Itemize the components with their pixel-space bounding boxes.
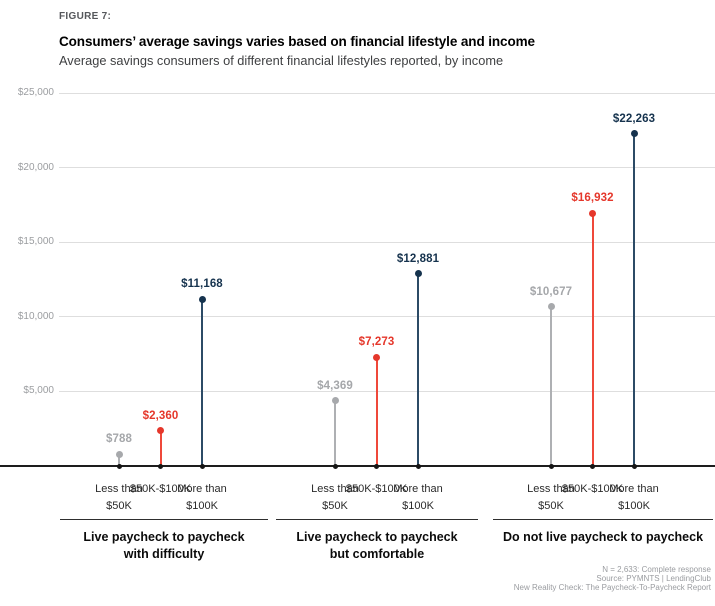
axis-base-dot — [332, 463, 338, 469]
gridline — [59, 390, 715, 392]
value-label: $12,881 — [396, 252, 440, 265]
group-label-line: Live paycheck to paycheck — [83, 530, 245, 544]
group-divider-line — [60, 518, 268, 520]
lollipop-stem — [334, 400, 336, 466]
axis-base-dot — [116, 463, 122, 469]
x-axis-category-label: Less than $50K — [503, 481, 599, 515]
x-axis-category-line: $100K — [402, 500, 434, 512]
group-label: Live paycheck to paycheck but comfortable — [276, 529, 478, 563]
data-point-dot — [414, 270, 422, 278]
group-label-line: Do not live paycheck to paycheck — [502, 530, 704, 544]
axis-base-dot — [415, 463, 421, 469]
data-point-dot — [198, 295, 206, 303]
x-axis-category-line: More than — [177, 483, 227, 495]
source-note: N = 2,633: Complete response Source: PYM… — [513, 565, 711, 592]
gridline — [59, 316, 715, 318]
group-label: Do not live paycheck to paycheck — [493, 529, 713, 546]
group-label-line: with difficulty — [123, 547, 205, 561]
value-label: $22,263 — [612, 112, 656, 125]
value-label: $4,369 — [317, 379, 353, 392]
lollipop-stem — [118, 454, 120, 466]
x-axis-category-label: More than $100K — [154, 481, 250, 515]
x-axis-category-line: $50K — [538, 500, 564, 512]
x-axis-line — [0, 465, 715, 467]
data-point-dot — [115, 450, 123, 458]
data-point-dot — [630, 130, 638, 138]
x-axis-category-line: $50K — [106, 500, 132, 512]
y-axis-tick-label: $15,000 — [17, 236, 54, 248]
x-axis-category-line: $100K — [186, 500, 218, 512]
value-label: $7,273 — [358, 336, 395, 349]
x-axis-category-label: $50K-$100K — [329, 481, 425, 498]
group-label: Live paycheck to paycheck with difficulty — [60, 529, 268, 563]
y-axis-tick-label: $10,000 — [17, 310, 54, 322]
gridline — [59, 167, 715, 169]
group-label-line: Live paycheck to paycheck — [296, 530, 458, 544]
group-divider-line — [276, 518, 478, 520]
x-axis-category-line: More than — [393, 483, 443, 495]
axis-base-dot — [548, 463, 554, 469]
x-axis-category-line: More than — [609, 483, 659, 495]
lollipop-stem — [159, 430, 162, 466]
x-axis-category-line: Less than — [311, 483, 359, 495]
source-note-line: New Reality Check: The Paycheck-To-Paych… — [513, 582, 711, 592]
y-axis-tick-label: $20,000 — [17, 161, 54, 173]
lollipop-stem — [375, 357, 378, 466]
data-point-dot — [157, 427, 164, 435]
chart-subtitle: Average savings consumers of different f… — [59, 53, 504, 68]
y-axis-tick-label: $25,000 — [17, 87, 54, 98]
figure-label: FIGURE 7: — [59, 11, 112, 22]
source-note-line: N = 2,633: Complete response — [602, 565, 711, 574]
x-axis-category-line: $50K-$100K — [561, 483, 624, 495]
x-axis-category-line: $50K — [322, 500, 348, 512]
x-axis-category-label: More than $100K — [370, 481, 466, 515]
x-axis-category-line: $50K-$100K — [345, 483, 408, 495]
x-axis-category-line: Less than — [95, 483, 143, 495]
x-axis-category-label: More than $100K — [586, 481, 682, 515]
x-axis-category-label: Less than $50K — [71, 481, 167, 515]
data-point-dot — [373, 353, 380, 361]
gridline — [59, 241, 715, 243]
chart-title: Consumers’ average savings varies based … — [59, 34, 535, 49]
x-axis-category-line: $100K — [618, 500, 650, 512]
axis-base-dot — [199, 463, 205, 469]
x-axis-category-line: $50K-$100K — [129, 483, 192, 495]
value-label: $2,360 — [142, 409, 179, 422]
gridline — [59, 92, 715, 94]
axis-base-dot — [158, 463, 163, 469]
lollipop-stem — [201, 299, 203, 466]
lollipop-stem — [550, 306, 552, 466]
data-point-dot — [589, 209, 596, 217]
y-axis-tick-label: $5,000 — [23, 385, 54, 397]
lollipop-stem — [417, 273, 419, 466]
group-label-line: but comfortable — [329, 547, 425, 561]
value-label: $11,168 — [181, 278, 223, 291]
axis-base-dot — [631, 463, 637, 469]
value-label: $788 — [106, 433, 132, 446]
group-divider-line — [493, 518, 713, 520]
value-label: $16,932 — [571, 192, 614, 205]
data-point-dot — [547, 303, 555, 311]
value-label: $10,677 — [529, 285, 573, 298]
lollipop-stem — [633, 133, 635, 466]
source-note-line: Source: PYMNTS | LendingClub — [596, 573, 711, 583]
x-axis-category-label: $50K-$100K — [113, 481, 209, 498]
lollipop-stem — [591, 213, 594, 466]
x-axis-category-label: Less than $50K — [287, 481, 383, 515]
data-point-dot — [331, 397, 339, 405]
axis-base-dot — [590, 463, 595, 469]
axis-base-dot — [374, 463, 379, 469]
x-axis-category-label: $50K-$100K — [545, 481, 641, 498]
x-axis-category-line: Less than — [527, 483, 575, 495]
